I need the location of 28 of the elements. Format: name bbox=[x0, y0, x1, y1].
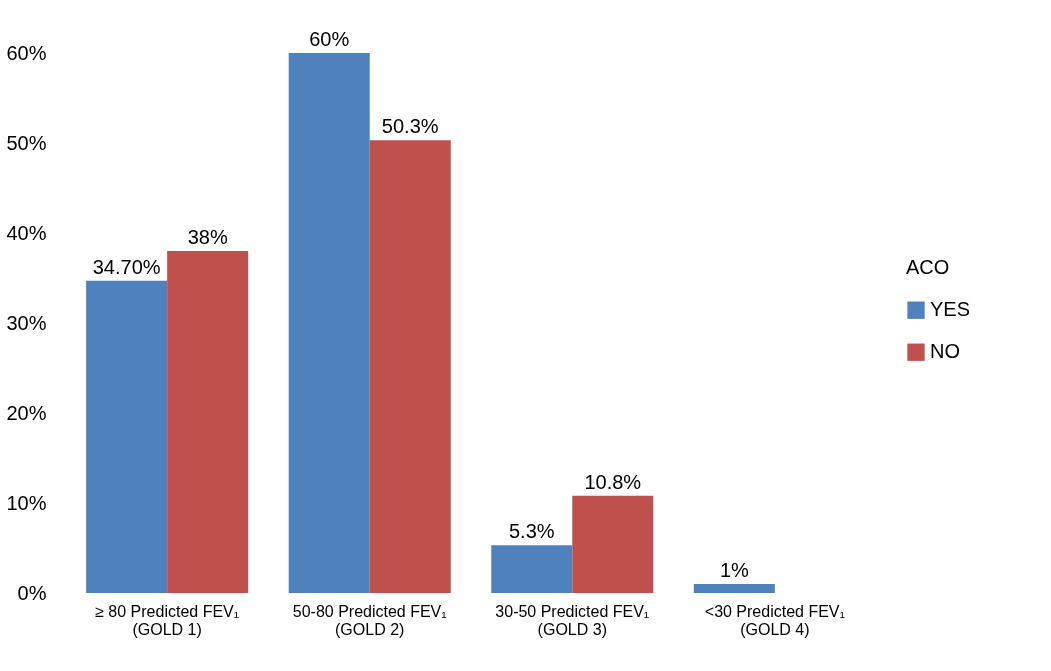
bar bbox=[491, 545, 573, 593]
bar bbox=[86, 280, 168, 593]
x-tick-label: <30 Predicted FEV₁ (GOLD 4) bbox=[704, 602, 845, 638]
bar bbox=[369, 140, 451, 593]
data-label: 60% bbox=[309, 28, 350, 50]
y-tick-label: 40% bbox=[6, 221, 47, 244]
data-label: 1% bbox=[719, 559, 749, 581]
bar bbox=[167, 251, 249, 593]
bar bbox=[572, 495, 654, 593]
y-tick-label: 60% bbox=[6, 41, 47, 64]
data-label: 5.3% bbox=[508, 520, 555, 543]
x-tick-label: ≥ 80 Predicted FEV₁ (GOLD 1) bbox=[95, 602, 240, 638]
y-tick-label: 20% bbox=[6, 401, 47, 424]
x-tick-label: 50-80 Predicted FEV₁ (GOLD 2) bbox=[292, 602, 447, 638]
x-tick-label: 30-50 Predicted FEV₁ (GOLD 3) bbox=[495, 602, 650, 638]
legend-label: YES bbox=[930, 298, 971, 321]
y-tick-label: 0% bbox=[17, 581, 47, 604]
data-label: 10.8% bbox=[584, 470, 642, 493]
y-tick-label: 50% bbox=[6, 131, 47, 154]
bar bbox=[693, 584, 775, 593]
data-label: 38% bbox=[187, 226, 228, 248]
data-label: 34.70% bbox=[92, 255, 161, 278]
legend-label: NO bbox=[930, 340, 960, 363]
y-tick-label: 30% bbox=[6, 311, 47, 334]
y-tick-label: 10% bbox=[6, 491, 47, 514]
legend-title: ACO bbox=[906, 256, 950, 279]
bar bbox=[288, 53, 370, 593]
data-label: 50.3% bbox=[381, 115, 439, 138]
